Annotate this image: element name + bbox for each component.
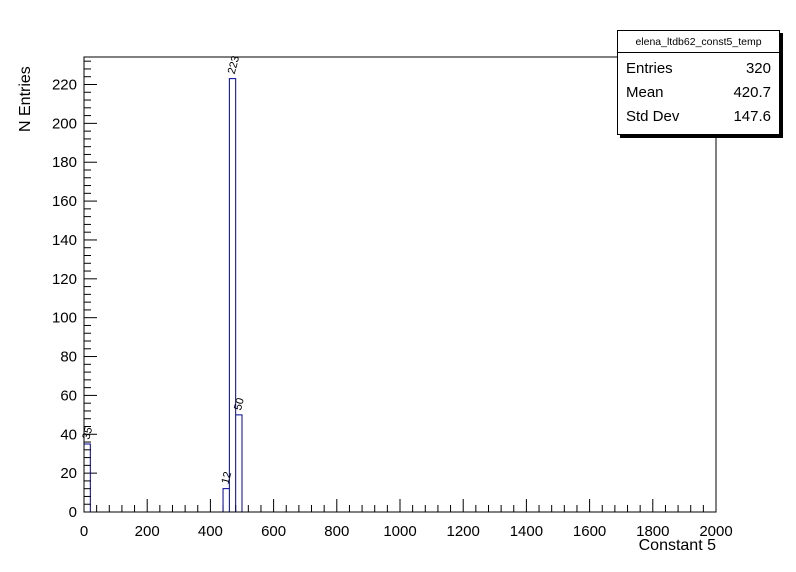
x-tick-label: 1800 bbox=[636, 523, 669, 540]
y-tick-label: 120 bbox=[52, 271, 77, 288]
x-tick-label: 800 bbox=[324, 523, 349, 540]
x-tick-label: 1200 bbox=[447, 523, 480, 540]
y-tick-label: 60 bbox=[60, 387, 77, 404]
y-tick-label: 160 bbox=[52, 193, 77, 210]
y-tick-label: 40 bbox=[60, 426, 77, 443]
x-tick-label: 600 bbox=[261, 523, 286, 540]
y-tick-label: 200 bbox=[52, 115, 77, 132]
bin-value-label: 50 bbox=[232, 397, 247, 412]
histogram-line bbox=[83, 78, 716, 513]
stats-box-body: Entries 320 Mean 420.7 Std Dev 147.6 bbox=[617, 53, 780, 135]
bin-value-label: 35 bbox=[80, 426, 95, 441]
y-tick-label: 180 bbox=[52, 154, 77, 171]
stats-value: 420.7 bbox=[733, 84, 771, 101]
stats-box-title: elena_ltdb62_const5_temp bbox=[617, 30, 780, 53]
x-axis-title: Constant 5 bbox=[639, 537, 716, 554]
stats-row-mean: Mean 420.7 bbox=[626, 81, 771, 105]
y-axis-title: N Entries bbox=[17, 66, 34, 132]
stats-title-text: elena_ltdb62_const5_temp bbox=[635, 35, 762, 48]
stats-label: Entries bbox=[626, 60, 673, 77]
x-tick-label: 400 bbox=[198, 523, 223, 540]
x-tick-label: 1000 bbox=[383, 523, 416, 540]
stats-row-stddev: Std Dev 147.6 bbox=[626, 105, 771, 129]
y-tick-label: 80 bbox=[60, 349, 77, 366]
y-tick-label: 140 bbox=[52, 232, 77, 249]
x-tick-label: 200 bbox=[135, 523, 160, 540]
x-tick-label: 2000 bbox=[699, 523, 732, 540]
y-tick-label: 0 bbox=[69, 504, 77, 521]
y-tick-label: 100 bbox=[52, 310, 77, 327]
stats-value: 147.6 bbox=[733, 108, 771, 125]
y-tick-label: 220 bbox=[52, 77, 77, 94]
stats-row-entries: Entries 320 bbox=[626, 57, 771, 81]
plot-frame bbox=[83, 56, 717, 513]
stats-label: Mean bbox=[626, 84, 664, 101]
stats-label: Std Dev bbox=[626, 108, 680, 125]
bin-value-label: 12 bbox=[220, 471, 235, 486]
x-tick-label: 1400 bbox=[510, 523, 543, 540]
y-tick-label: 20 bbox=[60, 465, 77, 482]
stats-box: elena_ltdb62_const5_temp Entries 320 Mea… bbox=[617, 30, 780, 135]
x-tick-label: 0 bbox=[80, 523, 88, 540]
x-tick-label: 1600 bbox=[573, 523, 606, 540]
bin-value-label: 223 bbox=[226, 55, 242, 76]
stats-value: 320 bbox=[745, 60, 771, 77]
